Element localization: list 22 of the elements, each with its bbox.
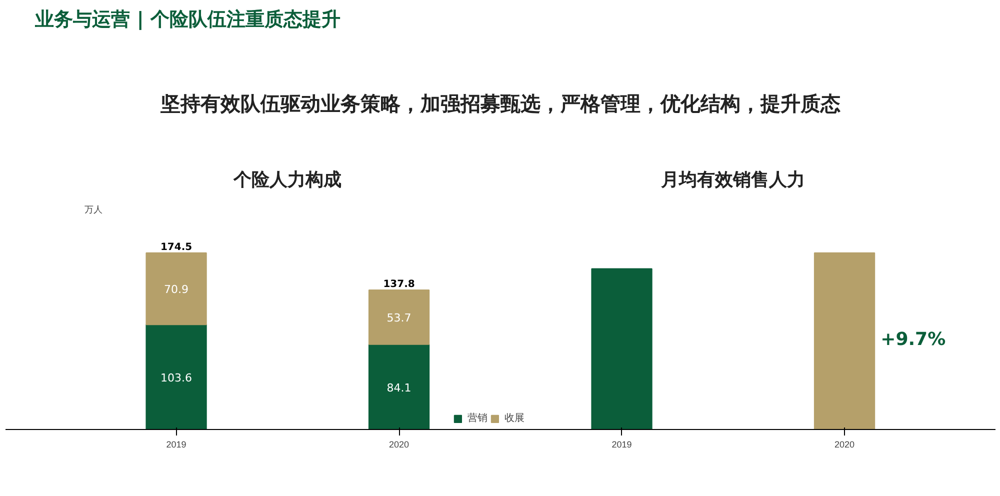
chart-title: 个险人力构成 bbox=[232, 170, 342, 190]
bar bbox=[368, 344, 430, 430]
x-tick-label: 2019 bbox=[612, 440, 632, 450]
legend-label: 收展 bbox=[504, 412, 524, 425]
text: 坚持有效队伍驱动业务策略，加强招募甄选，严格管理，优化结构，提升质态 bbox=[160, 92, 840, 116]
total-label: 174.5 bbox=[160, 242, 192, 253]
legend-label: 营销 bbox=[467, 412, 488, 425]
total-label: 137.8 bbox=[383, 278, 415, 290]
data-label: 103.6 bbox=[160, 372, 192, 385]
x-tick-label: 2019 bbox=[166, 440, 186, 450]
data-label: 84.1 bbox=[386, 381, 412, 394]
y-axis-title: 万人 bbox=[84, 204, 103, 216]
bar bbox=[146, 252, 207, 326]
chart-title: 月均有效销售人力 bbox=[660, 170, 806, 190]
data-label: 70.9 bbox=[164, 283, 189, 296]
bar bbox=[368, 289, 430, 345]
x-tick-label: 2020 bbox=[389, 440, 410, 450]
x-tick-label: 2020 bbox=[834, 440, 855, 450]
annotation: +9.7% bbox=[880, 329, 946, 350]
text: 业务与运营 | 个险队伍注重质态提升 bbox=[34, 8, 340, 30]
bar bbox=[146, 324, 207, 430]
data-label: 53.7 bbox=[386, 312, 412, 325]
